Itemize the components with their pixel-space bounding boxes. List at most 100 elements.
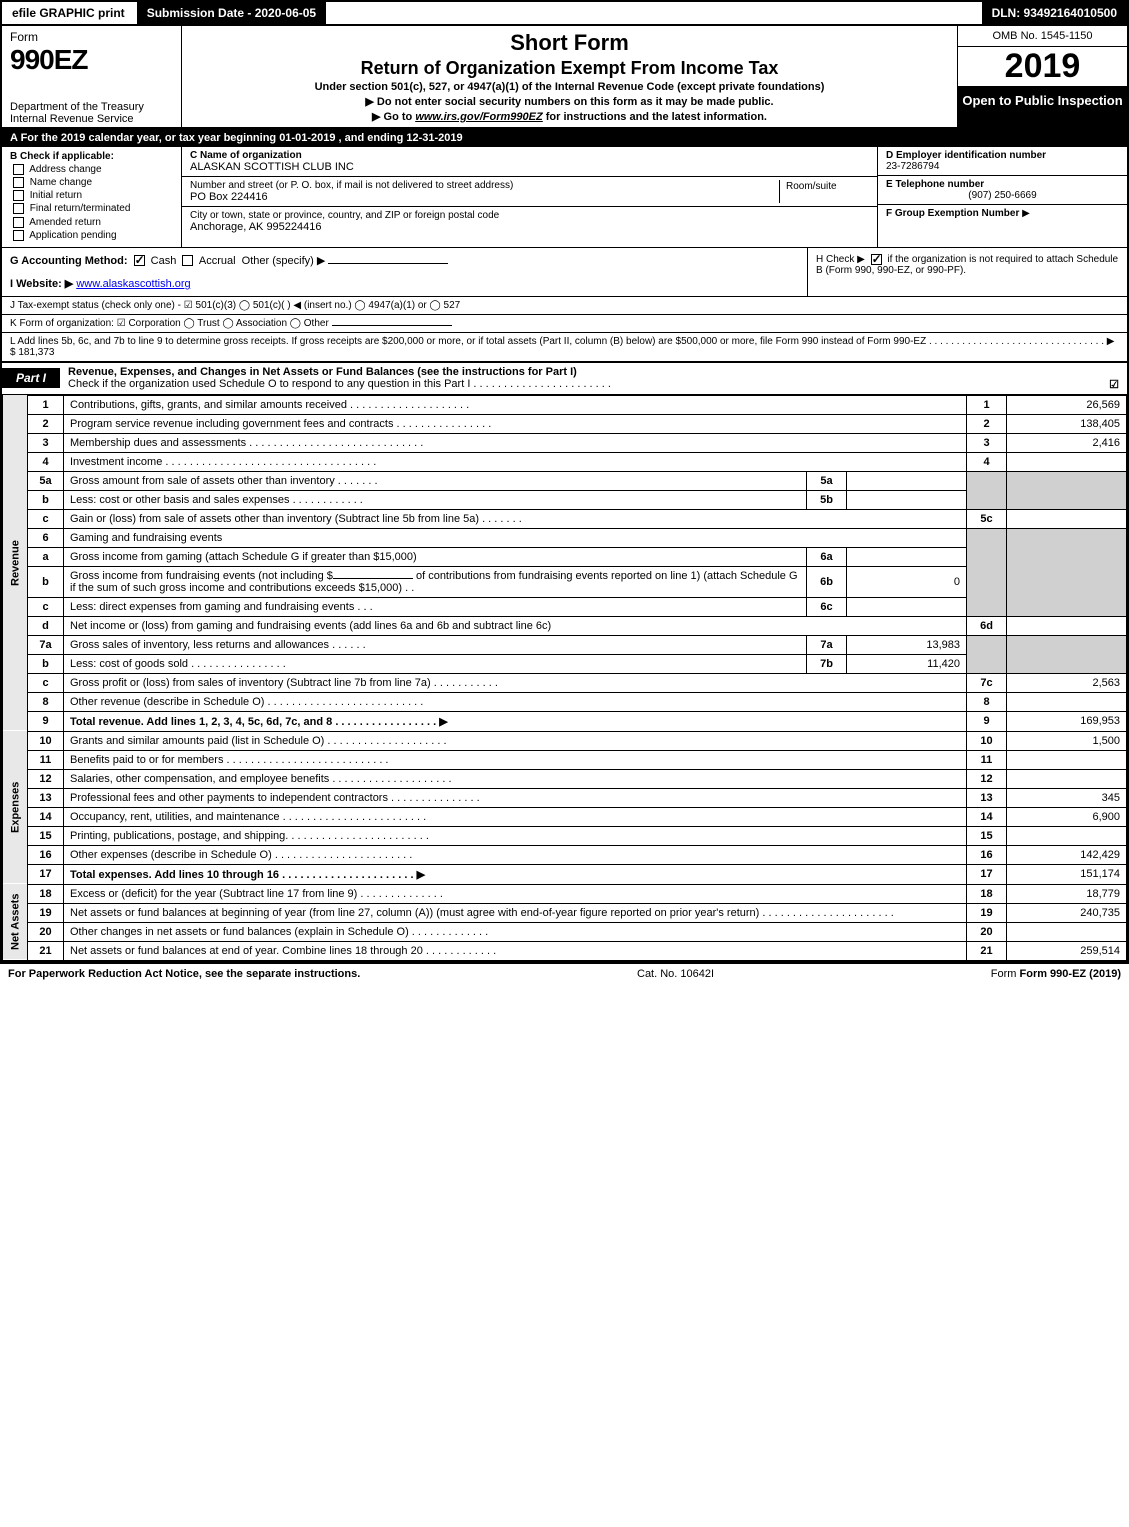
- f-label: F Group Exemption Number: [886, 208, 1019, 219]
- l19-desc: Net assets or fund balances at beginning…: [64, 903, 967, 922]
- chk-initial-return[interactable]: Initial return: [10, 190, 173, 201]
- dept-treasury: Department of the Treasury: [10, 101, 173, 113]
- l2-desc: Program service revenue including govern…: [64, 414, 967, 433]
- footer: For Paperwork Reduction Act Notice, see …: [0, 963, 1129, 984]
- netassets-sidelabel: Net Assets: [3, 884, 28, 960]
- l7-shade: [967, 635, 1007, 673]
- l7a-sub: 7a: [807, 635, 847, 654]
- l7c-amt: 2,563: [1007, 673, 1127, 692]
- l5b-num: b: [28, 490, 64, 509]
- l12-ref: 12: [967, 769, 1007, 788]
- l11-amt: [1007, 750, 1127, 769]
- l13-num: 13: [28, 788, 64, 807]
- omb-number: OMB No. 1545-1150: [958, 26, 1127, 47]
- l16-ref: 16: [967, 845, 1007, 864]
- f-arrow: ▶: [1022, 208, 1030, 219]
- l5-shade2: [1007, 471, 1127, 509]
- l13-amt: 345: [1007, 788, 1127, 807]
- l4-num: 4: [28, 452, 64, 471]
- l6-shade2: [1007, 528, 1127, 616]
- l3-ref: 3: [967, 433, 1007, 452]
- org-street: PO Box 224416: [190, 191, 779, 203]
- l7c-ref: 7c: [967, 673, 1007, 692]
- l6c-num: c: [28, 597, 64, 616]
- l3-num: 3: [28, 433, 64, 452]
- l9-ref: 9: [967, 711, 1007, 731]
- l15-desc: Printing, publications, postage, and shi…: [64, 826, 967, 845]
- goto-pre: ▶ Go to: [372, 111, 415, 123]
- l12-num: 12: [28, 769, 64, 788]
- submission-date-button[interactable]: Submission Date - 2020-06-05: [137, 2, 328, 24]
- part-1-check[interactable]: ☑: [1109, 378, 1119, 391]
- h-text1: H Check ▶: [816, 254, 865, 265]
- l16-amt: 142,429: [1007, 845, 1127, 864]
- l7a-num: 7a: [28, 635, 64, 654]
- open-public-inspection: Open to Public Inspection: [958, 87, 1127, 127]
- website-link[interactable]: www.alaskascottish.org: [76, 278, 190, 290]
- l7b-num: b: [28, 654, 64, 673]
- l-amount: $ 181,373: [10, 347, 55, 358]
- l5c-num: c: [28, 509, 64, 528]
- l8-amt: [1007, 692, 1127, 711]
- l6-num: 6: [28, 528, 64, 547]
- l6-desc: Gaming and fundraising events: [64, 528, 967, 547]
- l13-desc: Professional fees and other payments to …: [64, 788, 967, 807]
- chk-amended-return[interactable]: Amended return: [10, 217, 173, 228]
- l18-num: 18: [28, 884, 64, 903]
- l10-amt: 1,500: [1007, 731, 1127, 750]
- lines-table: Revenue 1 Contributions, gifts, grants, …: [2, 395, 1127, 961]
- efile-print-button[interactable]: efile GRAPHIC print: [2, 2, 137, 24]
- g-cash-label: Cash: [151, 255, 177, 267]
- chk-accrual[interactable]: [182, 255, 193, 266]
- l20-desc: Other changes in net assets or fund bala…: [64, 922, 967, 941]
- l7a-sa: 13,983: [847, 635, 967, 654]
- l17-ref: 17: [967, 864, 1007, 884]
- l6c-sub: 6c: [807, 597, 847, 616]
- irs-link[interactable]: www.irs.gov/Form990EZ: [415, 111, 542, 123]
- l6c-desc: Less: direct expenses from gaming and fu…: [64, 597, 807, 616]
- l6a-sub: 6a: [807, 547, 847, 566]
- l21-num: 21: [28, 941, 64, 960]
- org-city: Anchorage, AK 995224416: [190, 221, 869, 233]
- part-1-title: Revenue, Expenses, and Changes in Net As…: [60, 363, 1127, 394]
- chk-address-change[interactable]: Address change: [10, 164, 173, 175]
- e-label: E Telephone number: [886, 179, 1119, 190]
- l5c-amt: [1007, 509, 1127, 528]
- chk-final-return[interactable]: Final return/terminated: [10, 203, 173, 214]
- g-label: G Accounting Method:: [10, 255, 128, 267]
- l18-desc: Excess or (deficit) for the year (Subtra…: [64, 884, 967, 903]
- l21-ref: 21: [967, 941, 1007, 960]
- top-bar: efile GRAPHIC print Submission Date - 20…: [2, 2, 1127, 26]
- chk-name-change[interactable]: Name change: [10, 177, 173, 188]
- ein-value: 23-7286794: [886, 161, 1119, 172]
- g-other-input[interactable]: [328, 263, 448, 264]
- org-name: ALASKAN SCOTTISH CLUB INC: [190, 161, 869, 173]
- phone-value: (907) 250-6669: [886, 190, 1119, 201]
- l15-ref: 15: [967, 826, 1007, 845]
- l6b-desc: Gross income from fundraising events (no…: [64, 566, 807, 597]
- l1-desc: Contributions, gifts, grants, and simila…: [64, 395, 967, 414]
- l5b-desc: Less: cost or other basis and sales expe…: [64, 490, 807, 509]
- l6d-num: d: [28, 616, 64, 635]
- c-name-label: C Name of organization: [190, 150, 863, 161]
- l1-amt: 26,569: [1007, 395, 1127, 414]
- chk-h[interactable]: [871, 254, 882, 265]
- l6b-blank[interactable]: [333, 578, 413, 579]
- l2-ref: 2: [967, 414, 1007, 433]
- l14-desc: Occupancy, rent, utilities, and maintena…: [64, 807, 967, 826]
- l1-num: 1: [28, 395, 64, 414]
- k-other-input[interactable]: [332, 325, 452, 326]
- d-ein-row: D Employer identification number 23-7286…: [878, 147, 1127, 176]
- l5b-sa: [847, 490, 967, 509]
- l7b-sub: 7b: [807, 654, 847, 673]
- chk-application-pending[interactable]: Application pending: [10, 230, 173, 241]
- note-goto: ▶ Go to www.irs.gov/Form990EZ for instru…: [190, 110, 949, 123]
- l4-ref: 4: [967, 452, 1007, 471]
- chk-cash[interactable]: [134, 255, 145, 266]
- footer-mid: Cat. No. 10642I: [637, 968, 714, 980]
- l21-desc: Net assets or fund balances at end of ye…: [64, 941, 967, 960]
- note-ssn: ▶ Do not enter social security numbers o…: [190, 95, 949, 108]
- l12-amt: [1007, 769, 1127, 788]
- l15-num: 15: [28, 826, 64, 845]
- l3-desc: Membership dues and assessments . . . . …: [64, 433, 967, 452]
